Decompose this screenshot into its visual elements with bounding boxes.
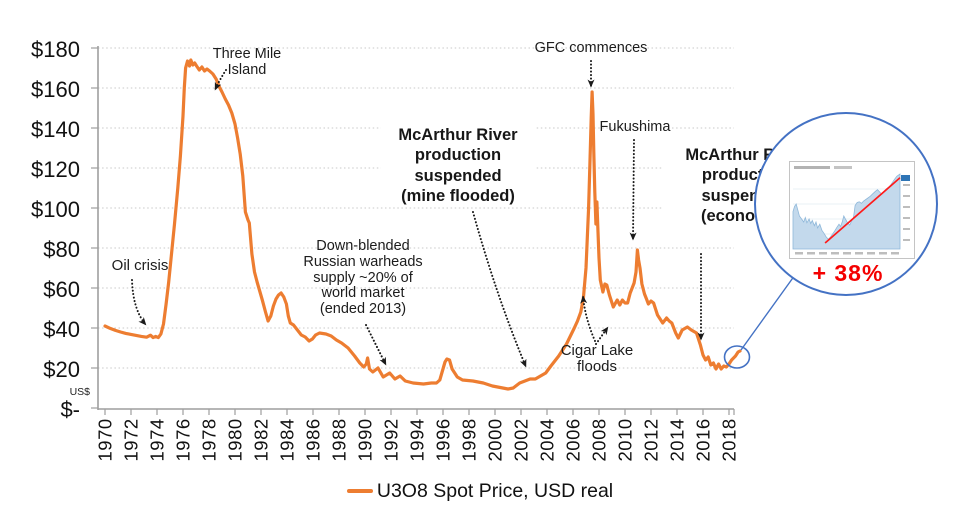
y-tick-label: $40 <box>43 317 80 342</box>
inset-trend-line <box>824 177 901 244</box>
inset-mini-chart <box>792 166 910 255</box>
y-tick-label: $80 <box>43 237 80 262</box>
annotation-arrow <box>580 295 596 342</box>
legend-line-swatch <box>346 489 373 493</box>
y-axis-unit-label: US$ <box>69 386 90 398</box>
callout-connector-line <box>740 267 801 351</box>
legend-label: U3O8 Spot Price, USD real <box>376 479 614 502</box>
annotation-arrow <box>131 279 147 326</box>
legend: U3O8 Spot Price, USD real <box>0 478 960 504</box>
annotation-gfc-commences: GFC commences <box>534 40 648 56</box>
annotation-arrow <box>365 324 387 366</box>
y-tick-label: $140 <box>31 117 80 142</box>
y-tick-label: $60 <box>43 277 80 302</box>
annotation-arrow <box>472 211 527 368</box>
inset-mini-chart-panel <box>789 161 915 259</box>
inset-price-tag <box>901 175 910 181</box>
inset-zoom-circle: + 38% <box>754 112 938 296</box>
y-tick-label: $180 <box>31 37 80 62</box>
annotation-oil-crisis: Oil crisis <box>111 257 169 274</box>
highlight-ellipse <box>723 345 751 369</box>
annotation-arrow <box>629 139 637 241</box>
y-tick-label: $160 <box>31 77 80 102</box>
price-line <box>103 58 742 391</box>
annotation-arrow <box>595 326 609 345</box>
annotation-cigar-lake: Cigar Lake floods <box>560 342 634 375</box>
y-tick-label: $100 <box>31 197 80 222</box>
y-tick-label: $- <box>60 397 80 422</box>
inset-gain-label: + 38% <box>812 260 884 286</box>
annotation-arrow <box>214 69 227 91</box>
y-tick-label: $20 <box>43 357 80 382</box>
annotation-three-mile-island: Three Mile Island <box>212 46 282 78</box>
inset-area-series <box>792 173 901 250</box>
y-tick-label: $120 <box>31 157 80 182</box>
annotation-mcarthur-flooded: McArthur River production suspended (min… <box>381 125 535 207</box>
annotation-russian-warheads: Down-blended Russian warheads supply ~20… <box>303 238 423 318</box>
annotation-fukushima: Fukushima <box>599 119 671 135</box>
